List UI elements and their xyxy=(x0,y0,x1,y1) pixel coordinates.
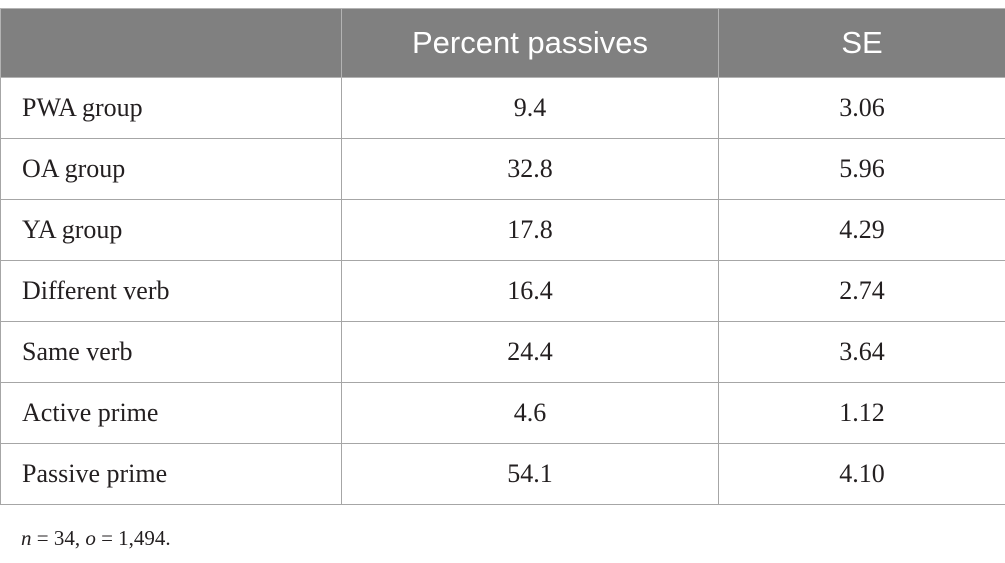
percent-passives-cell: 54.1 xyxy=(341,443,719,505)
se-cell: 2.74 xyxy=(718,260,1005,322)
row-label: Passive prime xyxy=(0,443,342,505)
se-cell: 5.96 xyxy=(718,138,1005,200)
table-row: OA group 32.8 5.96 xyxy=(0,138,1005,200)
table-row: PWA group 9.4 3.06 xyxy=(0,77,1005,139)
se-cell: 3.06 xyxy=(718,77,1005,139)
table-row: YA group 17.8 4.29 xyxy=(0,199,1005,261)
row-label: Different verb xyxy=(0,260,342,322)
percent-passives-cell: 4.6 xyxy=(341,382,719,444)
footnote-n-value: = 34, xyxy=(31,526,86,550)
row-label: Same verb xyxy=(0,321,342,383)
header-se: SE xyxy=(718,8,1005,78)
table-row: Same verb 24.4 3.64 xyxy=(0,321,1005,383)
table-footnote: n = 34, o = 1,494. xyxy=(21,526,171,551)
percent-passives-cell: 17.8 xyxy=(341,199,719,261)
percent-passives-cell: 16.4 xyxy=(341,260,719,322)
footnote-n-variable: n xyxy=(21,526,32,550)
footnote-o-variable: o xyxy=(85,526,96,550)
table-row: Active prime 4.6 1.12 xyxy=(0,382,1005,444)
percent-passives-cell: 24.4 xyxy=(341,321,719,383)
table-row: Passive prime 54.1 4.10 xyxy=(0,443,1005,505)
table-body: PWA group 9.4 3.06 OA group 32.8 5.96 YA… xyxy=(0,77,1005,505)
header-blank-cell xyxy=(0,8,342,78)
se-cell: 1.12 xyxy=(718,382,1005,444)
footnote-o-value: = 1,494. xyxy=(95,526,171,550)
row-label: Active prime xyxy=(0,382,342,444)
percent-passives-cell: 9.4 xyxy=(341,77,719,139)
se-cell: 3.64 xyxy=(718,321,1005,383)
se-cell: 4.29 xyxy=(718,199,1005,261)
results-table: Percent passives SE PWA group 9.4 3.06 O… xyxy=(0,8,1005,505)
row-label: PWA group xyxy=(0,77,342,139)
percent-passives-cell: 32.8 xyxy=(341,138,719,200)
results-table-container: Percent passives SE PWA group 9.4 3.06 O… xyxy=(0,8,1005,505)
row-label: YA group xyxy=(0,199,342,261)
header-percent-passives: Percent passives xyxy=(341,8,719,78)
header-row: Percent passives SE xyxy=(0,8,1005,78)
se-cell: 4.10 xyxy=(718,443,1005,505)
table-row: Different verb 16.4 2.74 xyxy=(0,260,1005,322)
table-header: Percent passives SE xyxy=(0,8,1005,78)
row-label: OA group xyxy=(0,138,342,200)
